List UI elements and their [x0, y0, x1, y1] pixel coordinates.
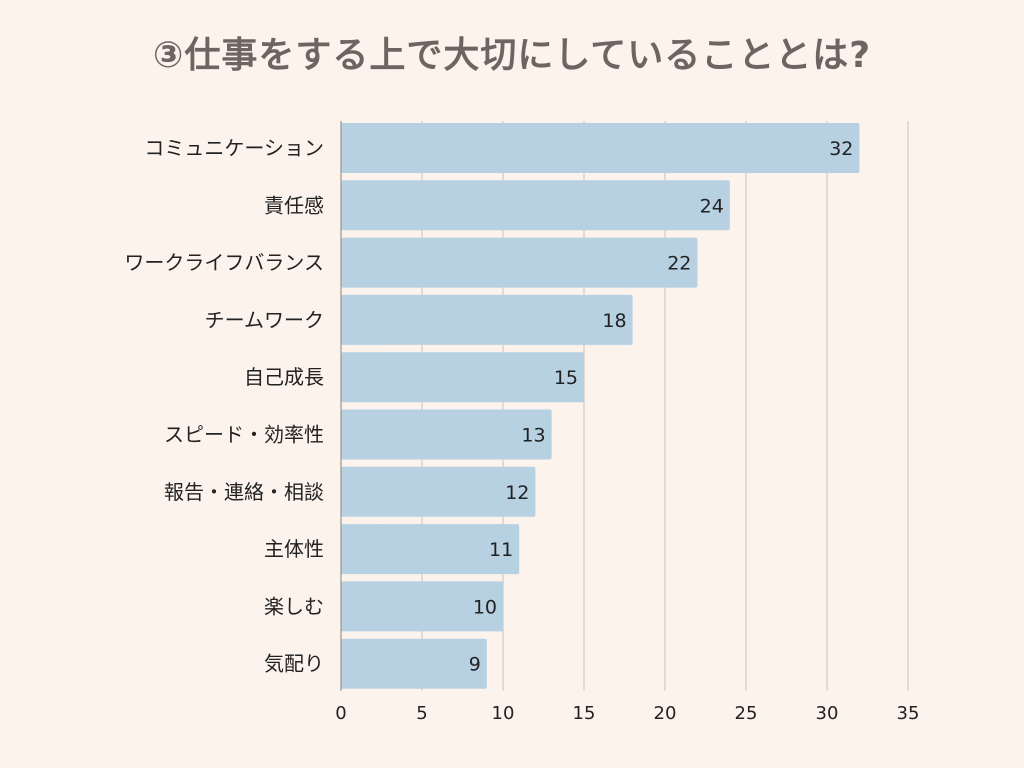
category-label: 楽しむ [264, 594, 324, 618]
bar [341, 409, 552, 460]
category-label: 責任感 [264, 193, 324, 217]
data-label: 18 [602, 310, 626, 332]
bar [341, 581, 503, 632]
data-label: 22 [667, 253, 691, 275]
x-tick-label: 30 [816, 703, 839, 724]
bars [341, 123, 860, 689]
data-label: 12 [505, 482, 529, 504]
bar [341, 123, 860, 173]
x-tick-label: 0 [335, 703, 346, 724]
x-tick-label: 20 [654, 703, 677, 724]
data-label: 15 [554, 367, 578, 389]
chart-title: ③仕事をする上で大切にしていることとは? [152, 35, 872, 76]
category-label: 報告・連絡・相談 [164, 480, 324, 504]
x-tick-label: 25 [735, 703, 758, 724]
category-label: 気配り [264, 652, 324, 676]
data-label: 32 [829, 138, 853, 160]
data-label: 13 [521, 425, 545, 447]
category-label: ワークライフバランス [124, 251, 324, 275]
bar [341, 638, 487, 689]
category-label: コミュニケーション [144, 136, 324, 160]
bar [341, 237, 698, 288]
bar [341, 524, 520, 575]
data-label: 9 [469, 654, 481, 676]
x-tick-label: 15 [573, 703, 596, 724]
x-tick-label: 35 [897, 703, 920, 724]
data-label: 10 [473, 596, 497, 618]
category-label: チームワーク [205, 308, 324, 332]
category-label: 主体性 [264, 537, 324, 561]
bar [341, 352, 584, 403]
x-tick-label: 5 [416, 703, 427, 724]
data-label: 11 [489, 539, 513, 561]
bar [341, 180, 730, 231]
category-label: スピード・効率性 [164, 423, 324, 447]
data-label: 24 [700, 195, 724, 217]
bar [341, 466, 536, 517]
labels: 0 5 10 15 20 25 30 35 32 コミュニケーション 24 責任感 22 ワークライフバラ… [124, 136, 919, 724]
x-tick-label: 10 [492, 703, 515, 724]
category-label: 自己成長 [244, 365, 324, 389]
bar [341, 294, 633, 345]
